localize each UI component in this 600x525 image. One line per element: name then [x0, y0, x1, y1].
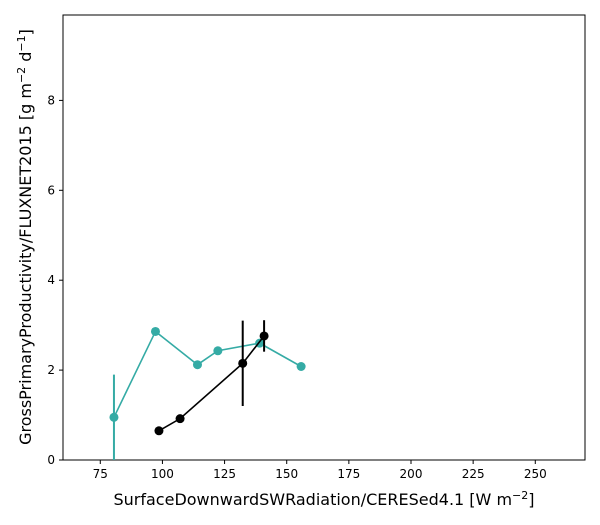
x-tick-label: 200: [400, 467, 423, 481]
data-point: [213, 346, 223, 356]
data-point: [192, 360, 202, 370]
data-point: [154, 426, 164, 436]
x-tick-label: 175: [337, 467, 360, 481]
x-tick-label: 100: [151, 467, 174, 481]
series-2: [154, 320, 269, 436]
series-line: [113, 330, 302, 418]
data-point: [150, 326, 160, 336]
x-axis-ticks: 75 100 125 150 175 200 225 250: [93, 460, 547, 481]
x-tick-label: 225: [462, 467, 485, 481]
x-tick-label: 150: [275, 467, 298, 481]
data-point: [296, 362, 306, 372]
plot-area: [62, 14, 586, 461]
series-layer: [109, 320, 306, 460]
y-axis-ticks: 0 2 4 6 8: [47, 93, 63, 467]
data-point: [175, 414, 185, 424]
y-tick-label: 0: [47, 453, 55, 467]
x-tick-label: 250: [524, 467, 547, 481]
x-tick-label: 125: [213, 467, 236, 481]
y-tick-label: 6: [47, 183, 55, 197]
series-line: [158, 335, 265, 432]
data-point: [109, 412, 119, 422]
y-tick-label: 4: [47, 273, 55, 287]
y-tick-label: 2: [47, 363, 55, 377]
y-axis-label: GrossPrimaryProductivity/FLUXNET2015 [g …: [15, 29, 35, 445]
x-axis-label: SurfaceDownwardSWRadiation/CERESed4.1 [W…: [113, 489, 534, 509]
data-point: [259, 331, 269, 341]
y-tick-label: 8: [47, 93, 55, 107]
data-point: [238, 358, 248, 368]
x-tick-label: 75: [93, 467, 108, 481]
